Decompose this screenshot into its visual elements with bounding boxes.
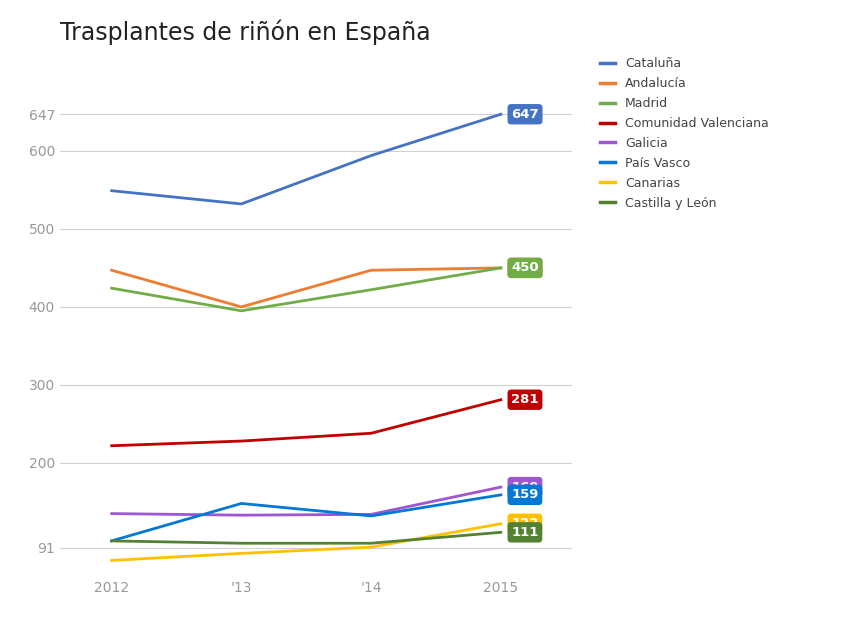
Text: 111: 111 [511,526,538,539]
Text: 647: 647 [511,108,538,121]
Text: 159: 159 [511,488,538,501]
Text: 281: 281 [511,393,538,406]
Text: 450: 450 [511,261,538,275]
Text: 450: 450 [511,261,538,275]
Text: Trasplantes de riñón en España: Trasplantes de riñón en España [60,19,430,45]
Text: 122: 122 [511,517,538,530]
Text: 169: 169 [511,481,538,493]
Legend: Cataluña, Andalucía, Madrid, Comunidad Valenciana, Galicia, País Vasco, Canarias: Cataluña, Andalucía, Madrid, Comunidad V… [599,58,768,209]
